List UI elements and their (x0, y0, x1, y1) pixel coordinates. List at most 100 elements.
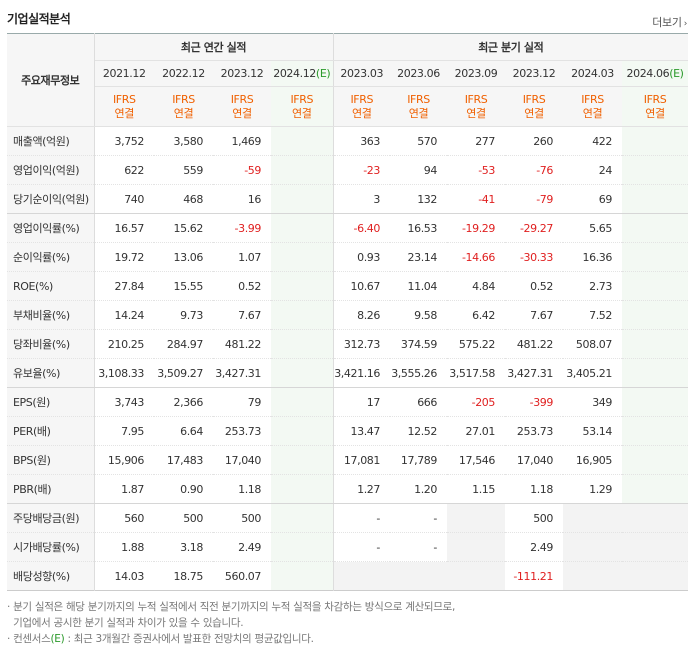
period-label: 2024.06 (626, 67, 670, 80)
table-cell: 3,427.31 (505, 358, 563, 388)
table-row: BPS(원) 15,906 17,483 17,040 17,081 17,789 17,5… (7, 445, 689, 475)
table-cell: 5.65 (563, 213, 622, 243)
table-cell: 374.59 (390, 329, 447, 359)
period-label: 2023.03 (340, 67, 384, 80)
table-cell (563, 532, 622, 562)
acct-scope-label: 연결 (232, 106, 252, 120)
table-cell: 253.73 (213, 416, 271, 446)
acct-scope-label: 연결 (292, 106, 312, 120)
table-cell: -6.40 (332, 213, 390, 243)
table-cell (271, 155, 333, 185)
table-cell: 16.36 (563, 242, 622, 272)
table-cell: 3,555.26 (390, 358, 447, 388)
acct-standard-label: IFRS (643, 92, 667, 106)
table-cell: 422 (563, 126, 622, 156)
acct-standard-label: IFRS (350, 92, 374, 106)
table-cell: 69 (563, 184, 622, 214)
table-cell: -205 (447, 387, 505, 417)
table-cell: 7.52 (563, 300, 622, 330)
row-label[interactable]: 시가배당률(%) (7, 532, 95, 562)
row-label[interactable]: 영업이익(억원) (7, 155, 95, 185)
row-label[interactable]: BPS(원) (7, 445, 95, 475)
table-cell: 53.14 (563, 416, 622, 446)
table-cell: 17,789 (390, 445, 447, 475)
table-cell: 740 (94, 184, 154, 214)
table-cell: 277 (447, 126, 505, 156)
table-cell: 1.07 (213, 242, 271, 272)
row-label[interactable]: 부채비율(%) (7, 300, 95, 330)
table-cell (563, 561, 622, 591)
row-label[interactable]: 순이익률(%) (7, 242, 95, 272)
table-cell (271, 416, 333, 446)
footnote-quarterly: · 분기 실적은 해당 분기까지의 누적 실적에서 직전 분기까지의 누적 실적… (7, 601, 456, 613)
period-header-2023-06: 2023.06 (390, 60, 447, 87)
row-label[interactable]: 영업이익률(%) (7, 213, 95, 243)
acct-standard-label: IFRS (522, 92, 546, 106)
row-label[interactable]: 당기순이익(억원) (7, 184, 95, 214)
table-cell: 16 (213, 184, 271, 214)
row-label[interactable]: 주당배당금(원) (7, 503, 95, 533)
table-cell: -399 (505, 387, 563, 417)
row-label[interactable]: 유보율(%) (7, 358, 95, 388)
acct-scope-label: 연결 (114, 106, 135, 120)
table-cell: 14.03 (94, 561, 154, 591)
acct-scope-label: 연결 (173, 106, 194, 120)
table-cell (271, 184, 333, 214)
row-label[interactable]: 당좌비율(%) (7, 329, 95, 359)
table-cell: 16.57 (94, 213, 154, 243)
acct-standard-label: IFRS (172, 92, 195, 106)
period-label: 2023.06 (397, 67, 440, 80)
table-cell: - (332, 532, 390, 562)
table-cell: 7.67 (213, 300, 271, 330)
table-cell: 9.73 (154, 300, 213, 330)
table-row: 부채비율(%) 14.24 9.73 7.67 8.26 9.58 6.42 7.67 7.52 (7, 300, 689, 330)
table-cell: 11.04 (390, 271, 447, 301)
more-link[interactable]: 더보기 › (652, 14, 687, 30)
accounting-standard: IFRS 연결 (271, 86, 333, 127)
table-cell: 481.22 (505, 329, 563, 359)
table-cell: 481.22 (213, 329, 271, 359)
table-cell: 363 (332, 126, 390, 156)
table-cell: 3,509.27 (154, 358, 213, 388)
period-header-2022-12: 2022.12 (154, 60, 213, 87)
table-cell: 17 (332, 387, 390, 417)
table-row: ROE(%) 27.84 15.55 0.52 10.67 11.04 4.84 0.52 2.… (7, 271, 689, 301)
table-cell: 312.73 (332, 329, 390, 359)
row-label[interactable]: PBR(배) (7, 474, 95, 504)
table-cell: 17,081 (332, 445, 390, 475)
row-label[interactable]: 배당성향(%) (7, 561, 95, 591)
acct-scope-label: 연결 (408, 106, 429, 120)
table-cell (622, 300, 689, 330)
table-cell (271, 387, 333, 417)
table-cell: 10.67 (332, 271, 390, 301)
table-cell: 3,517.58 (447, 358, 505, 388)
table-cell: 7.95 (94, 416, 154, 446)
table-cell: 3,405.21 (563, 358, 622, 388)
row-label-header: 주요재무정보 (7, 33, 95, 127)
period-label: 2023.09 (454, 67, 498, 80)
table-cell (271, 503, 333, 533)
table-cell: 3,421.16 (332, 358, 390, 388)
period-header-2021-12: 2021.12 (94, 60, 154, 87)
table-cell: -76 (505, 155, 563, 185)
table-cell (622, 271, 689, 301)
table-cell: 0.52 (505, 271, 563, 301)
table-cell (622, 358, 689, 388)
row-label[interactable]: ROE(%) (7, 271, 95, 301)
table-cell: 3,108.33 (94, 358, 154, 388)
row-label[interactable]: PER(배) (7, 416, 95, 446)
table-cell: 79 (213, 387, 271, 417)
table-cell: 16.53 (390, 213, 447, 243)
table-cell (622, 184, 689, 214)
table-cell: 1.29 (563, 474, 622, 504)
row-label[interactable]: EPS(원) (7, 387, 95, 417)
table-cell: 3,743 (94, 387, 154, 417)
table-cell: 500 (213, 503, 271, 533)
period-header-2024-12: 2024.12(E) (271, 60, 333, 87)
table-cell (622, 155, 689, 185)
row-label[interactable]: 매출액(억원) (7, 126, 95, 156)
table-cell (271, 300, 333, 330)
period-label: 2022.12 (162, 67, 205, 80)
table-cell: 3,752 (94, 126, 154, 156)
period-header-2023-09: 2023.09 (447, 60, 505, 87)
